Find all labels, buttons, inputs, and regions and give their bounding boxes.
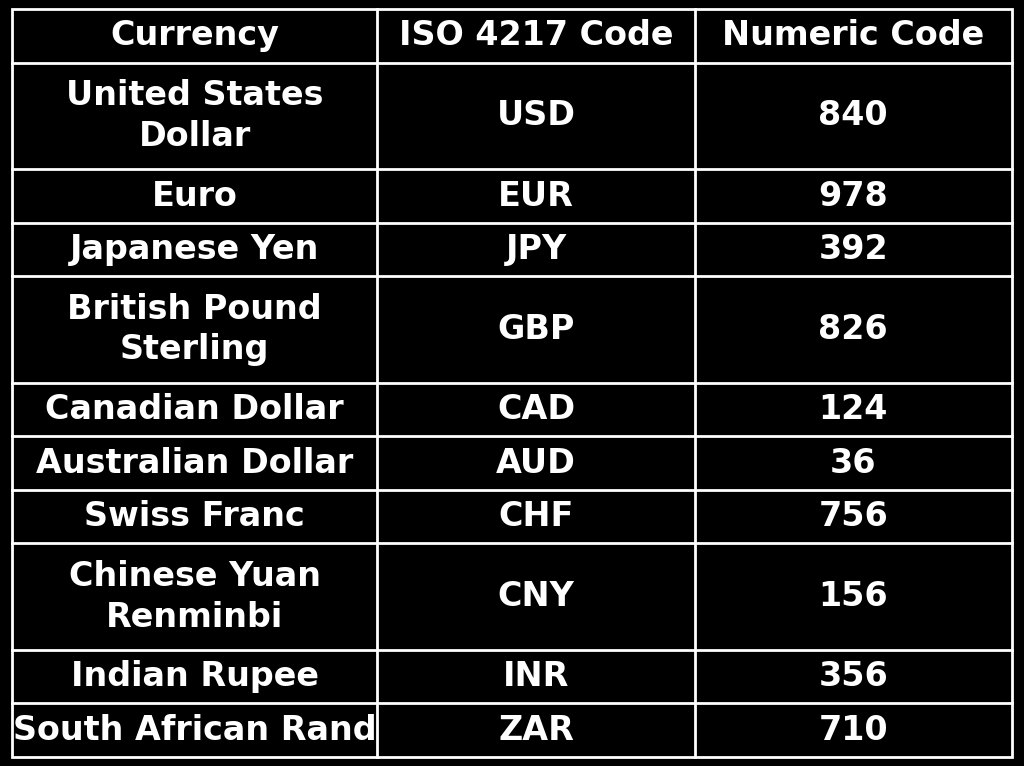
- Text: Euro: Euro: [152, 179, 238, 213]
- Text: 356: 356: [818, 660, 888, 693]
- Text: 756: 756: [818, 500, 888, 533]
- Text: Canadian Dollar: Canadian Dollar: [45, 393, 344, 426]
- Text: USD: USD: [497, 100, 575, 133]
- Text: 392: 392: [818, 233, 888, 266]
- Text: Numeric Code: Numeric Code: [722, 19, 984, 52]
- Text: GBP: GBP: [498, 313, 574, 346]
- Text: 36: 36: [830, 447, 877, 480]
- Text: Swiss Franc: Swiss Franc: [84, 500, 305, 533]
- Text: 826: 826: [818, 313, 888, 346]
- Text: 156: 156: [818, 580, 888, 613]
- Text: ISO 4217 Code: ISO 4217 Code: [398, 19, 673, 52]
- Text: CHF: CHF: [499, 500, 573, 533]
- Text: 124: 124: [818, 393, 888, 426]
- Text: United States
Dollar: United States Dollar: [66, 79, 324, 153]
- Text: JPY: JPY: [506, 233, 566, 266]
- Text: Australian Dollar: Australian Dollar: [36, 447, 353, 480]
- Text: Indian Rupee: Indian Rupee: [71, 660, 318, 693]
- Text: CAD: CAD: [497, 393, 575, 426]
- Text: AUD: AUD: [496, 447, 575, 480]
- Text: South African Rand: South African Rand: [13, 714, 377, 747]
- Text: 840: 840: [818, 100, 888, 133]
- Text: British Pound
Sterling: British Pound Sterling: [68, 293, 322, 366]
- Text: EUR: EUR: [498, 179, 573, 213]
- Text: Chinese Yuan
Renminbi: Chinese Yuan Renminbi: [69, 560, 321, 633]
- Text: CNY: CNY: [498, 580, 574, 613]
- Text: Japanese Yen: Japanese Yen: [70, 233, 319, 266]
- Text: ZAR: ZAR: [498, 714, 573, 747]
- Text: 710: 710: [818, 714, 888, 747]
- Text: Currency: Currency: [111, 19, 280, 52]
- Text: 978: 978: [818, 179, 888, 213]
- Text: INR: INR: [503, 660, 569, 693]
